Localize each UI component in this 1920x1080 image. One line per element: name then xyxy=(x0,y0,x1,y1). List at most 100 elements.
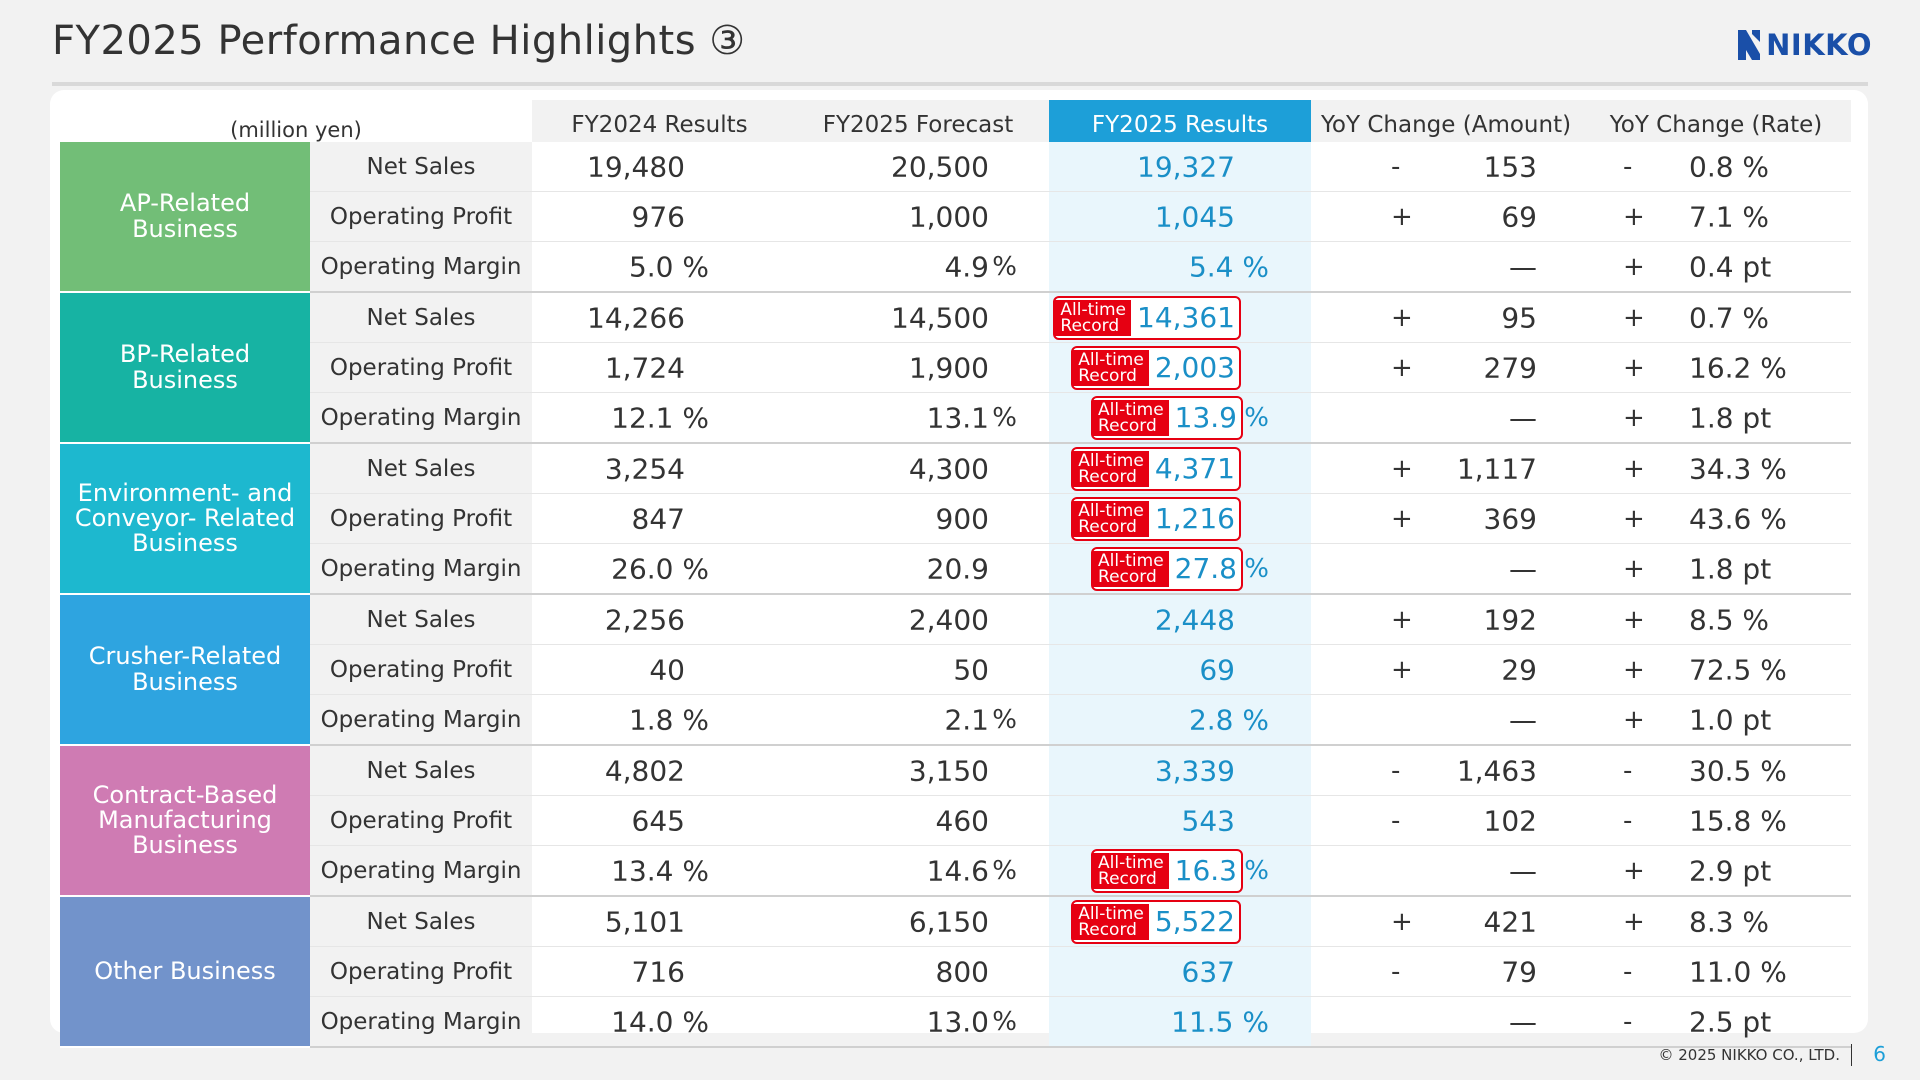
fy2025-result-percent: % xyxy=(1244,855,1269,886)
yoy-rate-cell: +2.9 pt xyxy=(1581,845,1851,897)
all-time-record-badge: All-time Record xyxy=(1093,550,1169,587)
yoy-amount-value: 29 xyxy=(1501,653,1537,686)
metric-label: Operating Profit xyxy=(310,191,532,242)
yoy-amount-cell: +421 xyxy=(1311,896,1581,947)
segment-label: Crusher-Related Business xyxy=(60,594,310,746)
fy2025-result-percent: % xyxy=(1244,402,1269,433)
yoy-rate-cell: - 2.5 pt xyxy=(1581,996,1851,1048)
yoy-amount-sign: + xyxy=(1391,453,1413,484)
fy2025-result-value: 2,003 xyxy=(1154,351,1235,384)
fy2025-result-value: 14,361 xyxy=(1137,301,1235,334)
yoy-amount-sign: + xyxy=(1391,302,1413,333)
yoy-amount-value: — xyxy=(1509,854,1537,887)
fy2025-result-value: 13.9 xyxy=(1174,401,1237,434)
yoy-amount-cell: +369 xyxy=(1311,493,1581,544)
forecast-value: 13.0 xyxy=(926,1005,989,1038)
fy2024-value: 1,724 xyxy=(604,351,685,384)
yoy-amount-cell: - 79 xyxy=(1311,946,1581,997)
yoy-amount-cell: — xyxy=(1311,543,1581,595)
badge-line-2: Record xyxy=(1060,315,1120,336)
all-time-record-badge: All-time Record xyxy=(1093,852,1169,889)
fy2024-cell: 847 xyxy=(532,493,787,544)
yoy-rate-sign: + xyxy=(1623,654,1645,685)
fy2025-result-value: 11.5 % xyxy=(1171,1005,1269,1038)
fy2025-result-cell: All-time Record 14,361 xyxy=(1049,292,1311,343)
yoy-amount-value: 95 xyxy=(1501,301,1537,334)
forecast-value: 460 xyxy=(935,804,989,837)
yoy-rate-value: 1.8 pt xyxy=(1689,552,1772,585)
fy2025-result-value: 1,216 xyxy=(1154,502,1235,535)
metric-label: Operating Profit xyxy=(310,493,532,544)
yoy-amount-value: — xyxy=(1509,401,1537,434)
yoy-rate-cell: +7.1 % xyxy=(1581,191,1851,242)
forecast-cell: 20.9 xyxy=(787,543,1049,595)
page-number: 6 xyxy=(1873,1042,1886,1066)
yoy-amount-sign: + xyxy=(1391,352,1413,383)
fy2025-result-value: 2,448 xyxy=(1154,603,1235,636)
all-time-record-box: All-time Record 2,003 xyxy=(1071,345,1241,390)
table-row: Crusher-Related Business Net Sales 2,256 2,… xyxy=(60,594,1851,746)
fy2024-value: 847 xyxy=(631,502,685,535)
table-row: Operating Profit 716 800 637 - 79 - 11.0 % xyxy=(60,946,1851,997)
table-header-row: (million yen) FY2024 Results FY2025 Fore… xyxy=(60,100,1851,142)
fy2025-result-cell: 11.5 % xyxy=(1049,996,1311,1048)
fy2024-cell: 2,256 xyxy=(532,594,787,645)
fy2024-cell: 14.0 % xyxy=(532,996,787,1048)
table-row: AP-Related Business Net Sales 19,480 20,500… xyxy=(60,142,1851,293)
forecast-cell: 13.0% xyxy=(787,996,1049,1048)
yoy-rate-value: 0.8 % xyxy=(1689,150,1770,183)
fy2024-value: 1.8 % xyxy=(628,703,709,736)
fy2024-cell: 4,802 xyxy=(532,745,787,796)
fy2025-result-cell: All-time Record 5,522 xyxy=(1049,896,1311,947)
all-time-record-badge: All-time Record xyxy=(1055,299,1132,336)
yoy-amount-value: 102 xyxy=(1483,804,1537,837)
yoy-rate-value: 34.3 % xyxy=(1689,452,1787,485)
fy2024-value: 5.0 % xyxy=(628,250,709,283)
badge-line-1: All-time xyxy=(1098,550,1164,571)
copyright-text: © 2025 NIKKO CO., LTD. xyxy=(1658,1046,1840,1064)
forecast-cell: 4.9% xyxy=(787,241,1049,293)
fy2024-cell: 1,724 xyxy=(532,342,787,393)
yoy-amount-cell: +1,117 xyxy=(1311,443,1581,494)
metric-label: Operating Margin xyxy=(310,543,532,595)
yoy-rate-sign: + xyxy=(1623,251,1645,282)
fy2024-value: 14,266 xyxy=(587,301,685,334)
metric-label: Operating Margin xyxy=(310,996,532,1048)
yoy-rate-value: 8.5 % xyxy=(1689,603,1770,636)
forecast-value: 20,500 xyxy=(891,150,989,183)
badge-line-1: All-time xyxy=(1060,299,1127,320)
forecast-percent: % xyxy=(992,402,1017,433)
col-header-yoy-amount: YoY Change (Amount) xyxy=(1311,100,1581,142)
forecast-value: 1,900 xyxy=(908,351,989,384)
yoy-amount-value: 79 xyxy=(1501,955,1537,988)
yoy-amount-cell: - 1,463 xyxy=(1311,745,1581,796)
yoy-rate-cell: - 30.5 % xyxy=(1581,745,1851,796)
fy2025-result-cell: All-time Record 16.3% xyxy=(1049,845,1311,897)
footer-divider xyxy=(1851,1044,1852,1066)
yoy-amount-value: — xyxy=(1509,552,1537,585)
yoy-amount-sign: + xyxy=(1391,201,1413,232)
col-header-fy2025-forecast: FY2025 Forecast xyxy=(787,100,1049,142)
fy2024-value: 19,480 xyxy=(587,150,685,183)
table-row: Operating Profit 1,724 1,900 All-time Record… xyxy=(60,342,1851,393)
fy2024-cell: 5,101 xyxy=(532,896,787,947)
all-time-record-badge: All-time Record xyxy=(1093,399,1169,436)
yoy-rate-sign: - xyxy=(1623,755,1633,786)
nikko-logo-icon xyxy=(1736,28,1762,62)
all-time-record-box: All-time Record 27.8 xyxy=(1091,546,1243,591)
badge-line-1: All-time xyxy=(1078,349,1144,370)
fy2025-result-value: 69 xyxy=(1199,653,1235,686)
yoy-amount-value: 69 xyxy=(1501,200,1537,233)
yoy-rate-value: 11.0 % xyxy=(1689,955,1787,988)
forecast-value: 13.1 xyxy=(926,401,989,434)
table-row: Operating Margin 13.4 % 14.6% All-time Recor… xyxy=(60,845,1851,897)
all-time-record-box: All-time Record 1,216 xyxy=(1071,496,1241,541)
yoy-amount-cell: - 153 xyxy=(1311,142,1581,192)
yoy-rate-cell: +8.5 % xyxy=(1581,594,1851,645)
metric-label: Net Sales xyxy=(310,896,532,947)
fy2025-result-cell: 2.8 % xyxy=(1049,694,1311,746)
yoy-rate-sign: + xyxy=(1623,906,1645,937)
fy2025-result-cell: All-time Record 13.9% xyxy=(1049,392,1311,444)
yoy-rate-sign: + xyxy=(1623,453,1645,484)
fy2025-result-percent: % xyxy=(1244,553,1269,584)
